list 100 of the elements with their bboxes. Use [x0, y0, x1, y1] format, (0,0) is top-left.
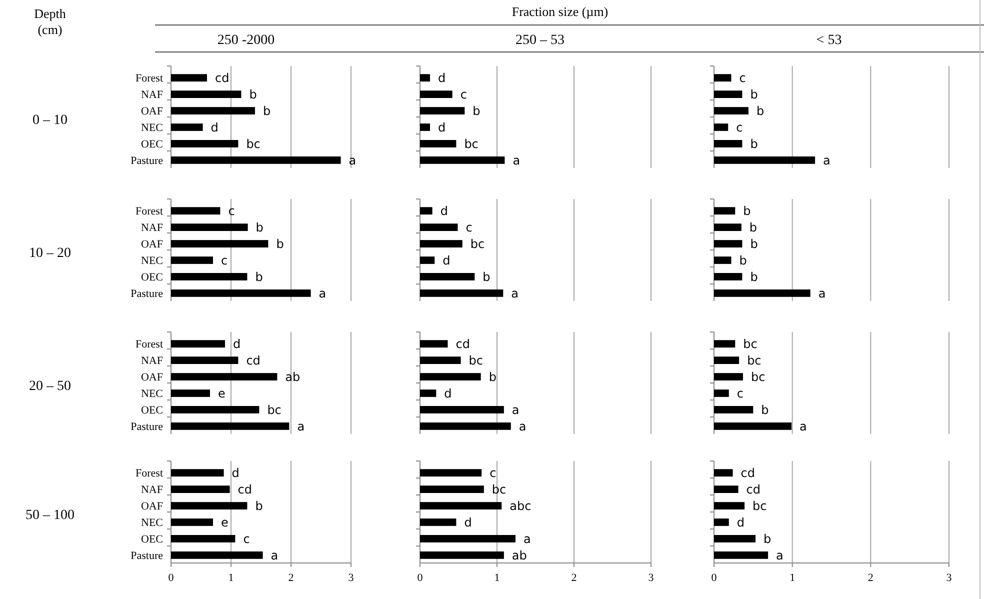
annotation: b — [255, 498, 263, 513]
x-tick-label: 3 — [946, 572, 952, 584]
annotation: b — [482, 270, 490, 284]
bar — [171, 551, 263, 559]
bar — [420, 551, 504, 559]
bar — [171, 156, 341, 164]
bar — [714, 207, 736, 215]
bar — [420, 207, 432, 215]
bar — [171, 207, 220, 215]
annotation: d — [438, 71, 446, 86]
y-tick-label: Pasture — [130, 550, 164, 562]
y-tick-label: OAF — [140, 238, 163, 251]
bar — [714, 140, 742, 148]
annotation: b — [743, 204, 751, 218]
bar — [714, 551, 768, 559]
bar — [714, 90, 742, 98]
bar — [171, 340, 225, 348]
bar — [420, 406, 504, 414]
bar — [420, 256, 435, 264]
annotation: d — [233, 337, 241, 352]
bar — [420, 140, 456, 148]
bar — [171, 373, 278, 380]
annotation: b — [761, 402, 769, 417]
bar — [420, 90, 452, 98]
annotation: bc — [468, 353, 484, 368]
bar — [171, 90, 242, 98]
y-tick-label: OEC — [141, 272, 163, 284]
annotation: d — [210, 120, 218, 134]
bar — [171, 469, 224, 477]
annotation: cd — [456, 337, 470, 352]
annotation: b — [756, 104, 764, 118]
annotation: bc — [743, 337, 758, 352]
y-tick-label: OAF — [140, 372, 163, 384]
y-tick-label: Forest — [136, 72, 163, 85]
bar — [171, 356, 238, 364]
bar — [714, 107, 748, 114]
bar — [171, 256, 213, 264]
annotation: ab — [285, 370, 300, 384]
annotation: a — [512, 153, 520, 168]
x-tick-label: 2 — [571, 572, 577, 584]
y-tick-label: Pasture — [130, 421, 164, 434]
bar — [171, 273, 248, 280]
bar — [714, 390, 729, 397]
annotation: b — [256, 220, 264, 234]
annotation: cd — [746, 482, 760, 496]
bar — [171, 502, 248, 510]
bar — [171, 107, 255, 114]
bar — [420, 469, 482, 477]
annotation: a — [270, 548, 278, 562]
annotation: bc — [267, 402, 282, 417]
y-tick-label: NEC — [141, 517, 163, 530]
bar — [420, 373, 481, 380]
annotation: b — [749, 220, 758, 234]
x-tick-label: 1 — [228, 572, 234, 584]
annotation: d — [232, 466, 240, 480]
bar — [420, 273, 475, 280]
bar — [714, 289, 810, 297]
y-tick-label: Forest — [136, 468, 163, 480]
bar — [420, 486, 484, 493]
annotation: a — [348, 153, 356, 168]
x-tick-label: 0 — [417, 572, 424, 584]
annotation: b — [739, 253, 747, 268]
bar — [714, 469, 733, 477]
annotation: a — [511, 286, 519, 300]
bar — [420, 74, 430, 82]
annotation: b — [750, 87, 758, 102]
y-tick-label: Forest — [136, 338, 163, 351]
y-tick-label: Pasture — [130, 155, 164, 168]
annotation: b — [750, 236, 758, 251]
annotation: c — [460, 87, 467, 102]
annotation: a — [518, 419, 526, 434]
annotation: c — [221, 253, 228, 268]
bar — [420, 518, 456, 526]
bar — [420, 502, 502, 510]
x-tick-label: 2 — [288, 572, 294, 584]
annotation: a — [297, 419, 305, 434]
annotation: cd — [246, 353, 260, 368]
annotation: d — [736, 515, 745, 530]
annotation: b — [750, 270, 758, 284]
bar — [420, 356, 461, 364]
bar — [171, 518, 213, 526]
y-tick-label: NEC — [141, 122, 163, 134]
annotation: bc — [492, 482, 506, 496]
text: Depth (cm) — [34, 6, 66, 37]
y-tick-label: OEC — [141, 138, 163, 151]
y-axis-title: 50 – 100 — [26, 508, 74, 523]
x-tick-label: 3 — [648, 572, 654, 584]
chart-title: 250 -2000 — [217, 33, 275, 48]
chart-title: 250 – 53 — [516, 33, 564, 48]
annotation: c — [490, 466, 496, 480]
bar — [420, 240, 462, 248]
bar — [420, 156, 505, 164]
annotation: c — [736, 386, 744, 400]
annotation: d — [444, 386, 452, 400]
annotation: d — [464, 515, 472, 530]
annotation: a — [800, 419, 807, 434]
bar — [714, 340, 736, 348]
x-tick-label: 0 — [711, 572, 718, 584]
y-tick-label: NAF — [140, 484, 163, 496]
chart-title: < 53 — [816, 33, 842, 48]
